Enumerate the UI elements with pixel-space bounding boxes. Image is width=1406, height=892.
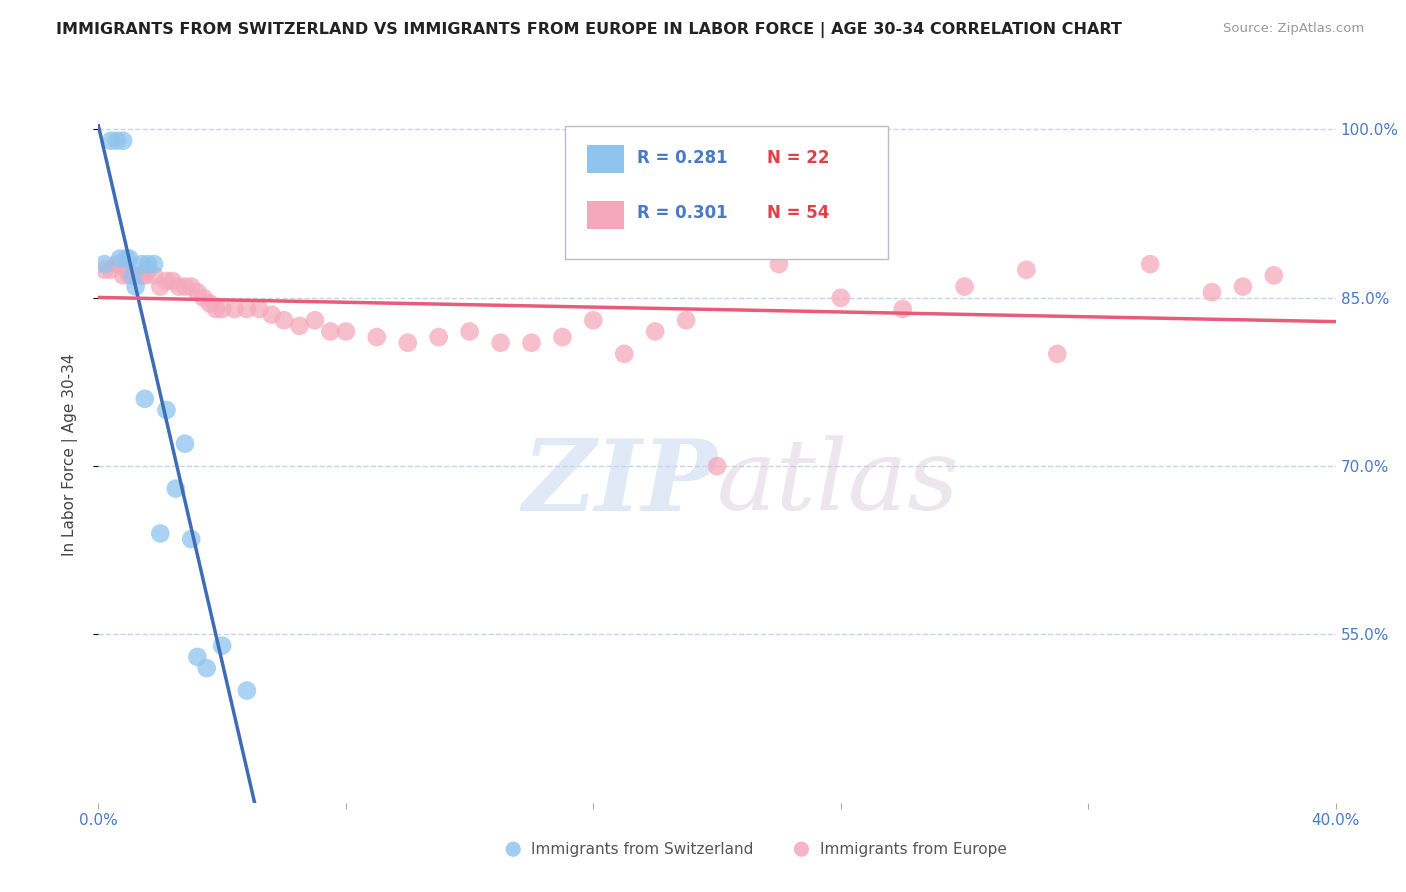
Point: [613, 347, 636, 361]
Point: [427, 330, 450, 344]
Point: [706, 459, 728, 474]
Point: [124, 268, 146, 283]
Text: IMMIGRANTS FROM SWITZERLAND VS IMMIGRANTS FROM EUROPE IN LABOR FORCE | AGE 30-34: IMMIGRANTS FROM SWITZERLAND VS IMMIGRANT…: [56, 22, 1122, 38]
Point: [149, 279, 172, 293]
Text: R = 0.301: R = 0.301: [637, 204, 727, 222]
Point: [165, 482, 187, 496]
Text: atlas: atlas: [717, 435, 960, 531]
Point: [115, 262, 138, 277]
Point: [100, 262, 122, 277]
Point: [790, 842, 813, 856]
Point: [124, 279, 146, 293]
Point: [319, 325, 342, 339]
Point: [675, 313, 697, 327]
Point: [134, 268, 156, 283]
Point: [162, 274, 184, 288]
Point: [193, 291, 215, 305]
Point: [149, 526, 172, 541]
Point: [224, 301, 246, 316]
Point: [174, 279, 197, 293]
Text: N = 22: N = 22: [766, 149, 830, 167]
Point: [520, 335, 543, 350]
FancyBboxPatch shape: [588, 145, 624, 173]
Point: [891, 301, 914, 316]
Point: [236, 683, 259, 698]
Point: [136, 257, 159, 271]
Text: ZIP: ZIP: [522, 434, 717, 531]
Point: [131, 257, 153, 271]
Point: [143, 268, 166, 283]
Text: Source: ZipAtlas.com: Source: ZipAtlas.com: [1223, 22, 1364, 36]
Point: [180, 532, 202, 546]
Point: [260, 308, 283, 322]
Point: [551, 330, 574, 344]
Point: [211, 639, 233, 653]
Point: [115, 252, 138, 266]
Point: [93, 262, 115, 277]
Point: [131, 268, 153, 283]
Point: [1263, 268, 1285, 283]
Point: [105, 134, 128, 148]
Point: [118, 268, 141, 283]
Point: [205, 301, 228, 316]
Point: [768, 257, 790, 271]
Point: [1015, 262, 1038, 277]
Point: [112, 268, 135, 283]
Point: [247, 301, 270, 316]
Point: [155, 403, 177, 417]
Text: N = 54: N = 54: [766, 204, 830, 222]
FancyBboxPatch shape: [588, 201, 624, 229]
Point: [195, 661, 218, 675]
Point: [108, 257, 131, 271]
Point: [108, 252, 131, 266]
Point: [489, 335, 512, 350]
Point: [105, 257, 128, 271]
Point: [1046, 347, 1069, 361]
Point: [118, 252, 141, 266]
Y-axis label: In Labor Force | Age 30-34: In Labor Force | Age 30-34: [62, 353, 77, 557]
Point: [582, 313, 605, 327]
Point: [1232, 279, 1254, 293]
Point: [335, 325, 357, 339]
Point: [93, 257, 115, 271]
Point: [830, 291, 852, 305]
Point: [396, 335, 419, 350]
Point: [155, 274, 177, 288]
Point: [304, 313, 326, 327]
Point: [180, 279, 202, 293]
Point: [458, 325, 481, 339]
Point: [236, 301, 259, 316]
Point: [1201, 285, 1223, 300]
Point: [288, 318, 311, 333]
FancyBboxPatch shape: [565, 126, 887, 259]
Point: [112, 134, 135, 148]
Point: [186, 649, 208, 664]
Point: [143, 257, 166, 271]
Point: [273, 313, 295, 327]
Text: R = 0.281: R = 0.281: [637, 149, 727, 167]
Point: [136, 262, 159, 277]
Point: [366, 330, 388, 344]
Point: [211, 301, 233, 316]
Point: [174, 436, 197, 450]
Point: [100, 134, 122, 148]
Point: [134, 392, 156, 406]
Point: [502, 842, 524, 856]
Point: [1139, 257, 1161, 271]
Point: [167, 279, 190, 293]
Point: [953, 279, 976, 293]
Point: [644, 325, 666, 339]
Text: Immigrants from Europe: Immigrants from Europe: [820, 842, 1007, 856]
Point: [121, 268, 143, 283]
Text: Immigrants from Switzerland: Immigrants from Switzerland: [531, 842, 754, 856]
Point: [198, 296, 221, 310]
Point: [186, 285, 208, 300]
